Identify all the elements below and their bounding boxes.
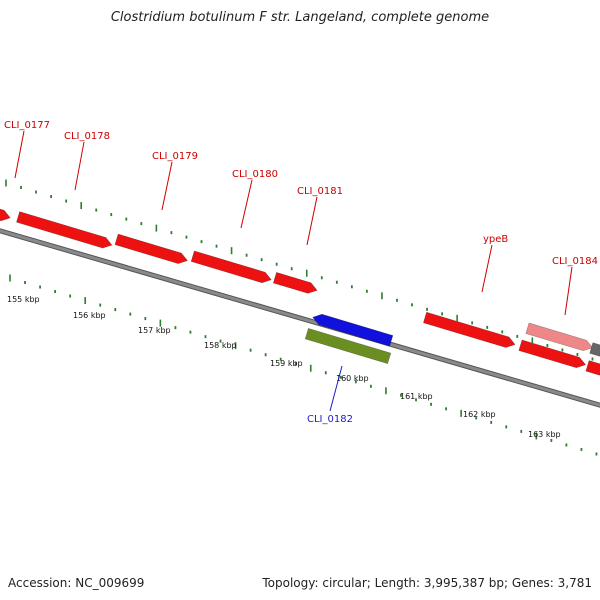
scale-label-163-kbp: 163 kbp [528,430,561,439]
gene-feature-cli_0181[interactable] [312,313,394,347]
scale-label-157-kbp: 157 kbp [138,326,171,335]
gene-feature-cli_0184[interactable] [525,322,594,352]
scale-label-156-kbp: 156 kbp [73,311,106,320]
gene-label-leader-cli_0184 [564,266,573,316]
gene-label-leader-cli_0177 [14,130,25,179]
gene-label-cli_0180[interactable]: CLI_0180 [232,169,278,180]
gene-label-leader-cli_0182 [329,365,343,412]
genome-summary-label: Topology: circular; Length: 3,995,387 bp… [262,576,592,590]
gene-label-leader-ypeb [481,244,493,293]
gene-label-cli_0177[interactable]: CLI_0177 [4,120,50,131]
scale-label-159-kbp: 159 kbp [270,359,303,368]
gene-feature-cli_0178[interactable] [114,233,188,264]
gene-feature-cli_0177[interactable] [16,211,113,249]
gene-label-cli_0184[interactable]: CLI_0184 [552,256,598,267]
scale-label-161-kbp: 161 kbp [400,392,433,401]
genome-backbone-highlight [0,229,600,407]
gene-label-leader-cli_0180 [240,179,253,229]
gene-feature-unlabeled-10[interactable] [589,342,600,358]
gene-feature-unlabeled-9[interactable] [518,339,587,369]
gene-label-cli_0178[interactable]: CLI_0178 [64,131,110,142]
gene-feature-cli_0180[interactable] [272,272,318,294]
gene-label-cli_0179[interactable]: CLI_0179 [152,151,198,162]
gene-label-cli_0182[interactable]: CLI_0182 [307,414,353,425]
gene-label-leader-cli_0178 [74,141,85,191]
accession-label: Accession: NC_009699 [8,576,145,590]
gene-label-ypeb[interactable]: ypeB [483,234,508,245]
gene-label-cli_0181[interactable]: CLI_0181 [297,186,343,197]
map-title: Clostridium botulinum F str. Langeland, … [110,10,490,25]
gene-feature-cli_0179[interactable] [190,250,272,284]
gene-feature-ypeb[interactable] [423,311,516,348]
scale-label-160-kbp: 160 kbp [336,374,369,383]
scale-label-162-kbp: 162 kbp [463,410,496,419]
gene-feature-cli_0182[interactable] [304,328,392,364]
gene-feature-unlabeled-11[interactable] [585,360,600,376]
gene-label-leader-cli_0181 [306,196,318,246]
gene-label-leader-cli_0179 [161,161,173,211]
gene-feature-unlabeled-0[interactable] [0,203,11,222]
scale-label-158-kbp: 158 kbp [204,341,237,350]
scale-label-155-kbp: 155 kbp [7,295,40,304]
